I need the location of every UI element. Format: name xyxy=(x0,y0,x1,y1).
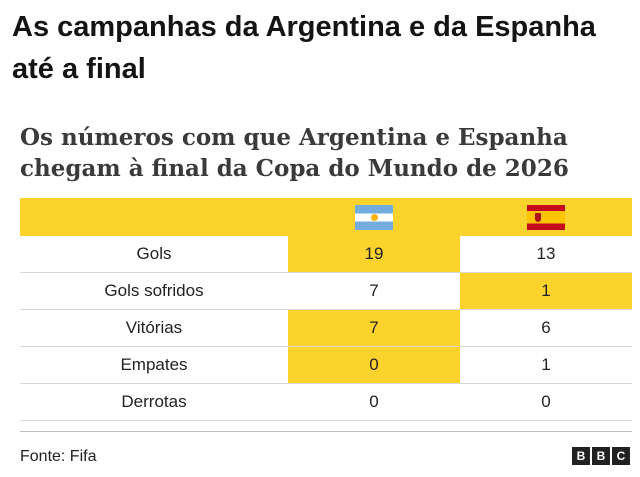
spain-value: 13 xyxy=(536,244,556,263)
table-subtitle: Os números com que Argentina e Espanha c… xyxy=(20,124,569,182)
table-row: Empates 0 1 xyxy=(20,347,632,384)
source-note: Fonte: Fifa xyxy=(20,448,97,465)
bbc-logo: B B C xyxy=(572,447,630,465)
spain-value: 0 xyxy=(541,392,551,411)
headline: As campanhas da Argentina e da Espanha a… xyxy=(12,11,596,85)
bbc-logo-letter: B xyxy=(572,447,590,465)
table-header-row xyxy=(20,198,632,236)
row-label: Derrotas xyxy=(121,392,187,411)
table-row: Gols sofridos 7 1 xyxy=(20,273,632,310)
argentina-value: 0 xyxy=(288,347,460,383)
argentina-value: 7 xyxy=(369,281,379,300)
bbc-logo-letter: B xyxy=(592,447,610,465)
argentina-value: 0 xyxy=(369,392,379,411)
row-label: Vitórias xyxy=(125,318,183,337)
row-label: Gols sofridos xyxy=(104,281,204,300)
argentina-value: 7 xyxy=(288,310,460,346)
argentina-flag-icon xyxy=(355,204,393,230)
spain-value: 1 xyxy=(460,273,632,309)
table-row: Derrotas 0 0 xyxy=(20,384,632,421)
bbc-logo-letter: C xyxy=(612,447,630,465)
comparison-table: Gols 19 13 Gols sofridos 7 1 Vitórias 7 … xyxy=(20,198,632,421)
row-label: Empates xyxy=(120,355,188,374)
header-cell-argentina xyxy=(288,198,460,236)
argentina-value: 19 xyxy=(288,236,460,272)
table-row: Gols 19 13 xyxy=(20,236,632,273)
spain-flag-icon xyxy=(527,204,565,230)
header-cell-spain xyxy=(460,198,632,236)
row-label: Gols xyxy=(136,244,172,263)
footer-divider xyxy=(20,431,632,432)
spain-value: 6 xyxy=(541,318,551,337)
spain-value: 1 xyxy=(541,355,551,374)
table-row: Vitórias 7 6 xyxy=(20,310,632,347)
